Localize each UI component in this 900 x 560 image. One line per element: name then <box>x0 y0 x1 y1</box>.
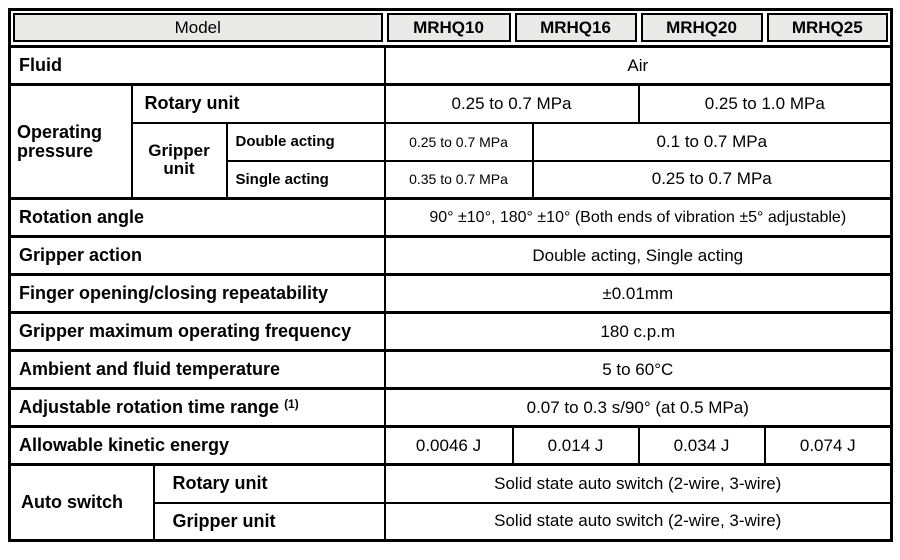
row-operating-pressure-double: Gripper unit Double acting 0.25 to 0.7 M… <box>10 121 893 199</box>
rotation-angle-label: Rotation angle <box>8 197 386 237</box>
gripper-action-label: Gripper action <box>8 235 386 275</box>
kinetic-energy-mrhq10: 0.0046 J <box>383 425 514 465</box>
model-column-mrhq20: MRHQ20 <box>638 9 765 47</box>
finger-repeatability-value: ±0.01mm <box>383 273 893 313</box>
ambient-temperature-value: 5 to 60°C <box>383 349 893 389</box>
kinetic-energy-label: Allowable kinetic energy <box>8 425 386 465</box>
rotary-unit-label: Rotary unit <box>130 83 386 123</box>
gripper-frequency-label: Gripper maximum operating frequency <box>8 311 386 351</box>
model-header-cell: Model <box>9 9 385 47</box>
single-acting-pressure-mrhq16-25: 0.25 to 0.7 MPa <box>531 159 893 199</box>
specification-table: Model MRHQ10 MRHQ16 MRHQ20 MRHQ25 Fluid … <box>8 8 894 542</box>
kinetic-energy-mrhq20: 0.034 J <box>637 425 766 465</box>
row-operating-pressure-single: Single acting 0.35 to 0.7 MPa 0.25 to 0.… <box>10 159 893 199</box>
rotation-angle-value: 90° ±10°, 180° ±10° (Both ends of vibrat… <box>383 197 893 237</box>
gripper-unit-label: Gripper unit <box>130 121 228 199</box>
rotation-time-label-text: Adjustable rotation time range <box>19 397 280 417</box>
gripper-frequency-value: 180 c.p.m <box>383 311 893 351</box>
row-ambient-temperature: Ambient and fluid temperature 5 to 60°C <box>8 349 893 389</box>
single-acting-pressure-mrhq10: 0.35 to 0.7 MPa <box>383 159 534 199</box>
model-name-mrhq20: MRHQ20 <box>640 13 763 42</box>
row-operating-pressure-rotary: Operating pressure Rotary unit 0.25 to 0… <box>8 83 893 199</box>
model-name-mrhq25: MRHQ25 <box>766 13 889 42</box>
row-rotation-angle: Rotation angle 90° ±10°, 180° ±10° (Both… <box>8 197 893 237</box>
auto-switch-rotary-label: Rotary unit <box>152 463 386 503</box>
rotation-time-footnote-marker: (1) <box>284 397 299 411</box>
row-rotation-time: Adjustable rotation time range (1) 0.07 … <box>8 387 893 427</box>
model-name-mrhq16: MRHQ16 <box>514 13 637 42</box>
model-column-mrhq16: MRHQ16 <box>512 9 639 47</box>
double-acting-label: Double acting <box>225 121 386 161</box>
row-auto-switch-gripper: Gripper unit Solid state auto switch (2-… <box>10 501 893 541</box>
kinetic-energy-mrhq25: 0.074 J <box>763 425 893 465</box>
operating-pressure-label: Operating pressure <box>8 83 133 199</box>
auto-switch-label: Auto switch <box>8 463 155 541</box>
rotation-time-value: 0.07 to 0.3 s/90° (at 0.5 MPa) <box>383 387 893 427</box>
row-kinetic-energy: Allowable kinetic energy 0.0046 J 0.014 … <box>8 425 893 465</box>
single-acting-label: Single acting <box>225 159 386 199</box>
auto-switch-gripper-label: Gripper unit <box>152 501 386 541</box>
model-name-mrhq10: MRHQ10 <box>386 13 511 42</box>
row-gripper-action: Gripper action Double acting, Single act… <box>8 235 893 275</box>
gripper-action-value: Double acting, Single acting <box>383 235 893 275</box>
row-auto-switch-rotary: Auto switch Rotary unit Solid state auto… <box>8 463 893 541</box>
rotary-pressure-mrhq20-25: 0.25 to 1.0 MPa <box>637 83 893 123</box>
fluid-value: Air <box>383 45 893 85</box>
model-column-mrhq25: MRHQ25 <box>764 9 892 47</box>
kinetic-energy-mrhq16: 0.014 J <box>511 425 640 465</box>
model-header-label: Model <box>13 13 383 42</box>
finger-repeatability-label: Finger opening/closing repeatability <box>8 273 386 313</box>
ambient-temperature-label: Ambient and fluid temperature <box>8 349 386 389</box>
double-acting-pressure-mrhq10: 0.25 to 0.7 MPa <box>383 121 534 161</box>
rotary-pressure-mrhq10-16: 0.25 to 0.7 MPa <box>383 83 640 123</box>
model-column-mrhq10: MRHQ10 <box>384 9 513 47</box>
row-gripper-frequency: Gripper maximum operating frequency 180 … <box>8 311 893 351</box>
double-acting-pressure-mrhq16-25: 0.1 to 0.7 MPa <box>531 121 893 161</box>
row-finger-repeatability: Finger opening/closing repeatability ±0.… <box>8 273 893 313</box>
header-row: Model MRHQ10 MRHQ16 MRHQ20 MRHQ25 <box>9 9 892 47</box>
row-fluid: Fluid Air <box>8 45 893 85</box>
auto-switch-gripper-value: Solid state auto switch (2-wire, 3-wire) <box>383 501 893 541</box>
fluid-label: Fluid <box>8 45 386 85</box>
rotation-time-label: Adjustable rotation time range (1) <box>8 387 386 427</box>
auto-switch-rotary-value: Solid state auto switch (2-wire, 3-wire) <box>383 463 893 503</box>
